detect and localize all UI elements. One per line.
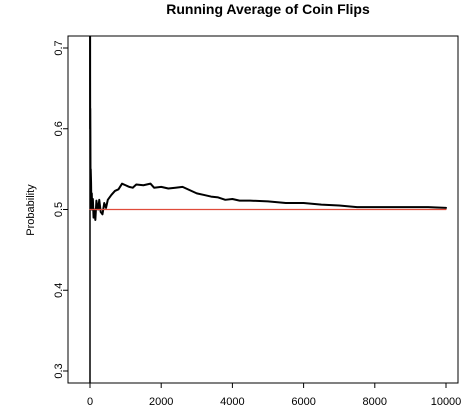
y-tick-label: 0.6	[53, 121, 65, 136]
y-tick-label: 0.4	[53, 283, 65, 298]
y-tick-label: 0.7	[53, 40, 65, 55]
x-tick-label: 10000	[431, 396, 462, 408]
axis-layer: 0 2000 4000 6000 8000 10000 0.3 0.4 0.5 0.6 0.7	[53, 40, 461, 408]
plot-layer	[89, 36, 447, 383]
running-average-line	[89, 36, 447, 221]
x-tick-label: 4000	[220, 396, 244, 408]
x-tick-label: 6000	[291, 396, 315, 408]
x-tick-label: 8000	[363, 396, 387, 408]
y-axis-label: Probability	[25, 184, 37, 236]
y-tick-label: 0.3	[53, 363, 65, 378]
x-tick-label: 2000	[149, 396, 173, 408]
x-tick-label: 0	[87, 396, 93, 408]
chart-title: Running Average of Coin Flips	[166, 1, 370, 17]
y-tick-label: 0.5	[53, 202, 65, 217]
